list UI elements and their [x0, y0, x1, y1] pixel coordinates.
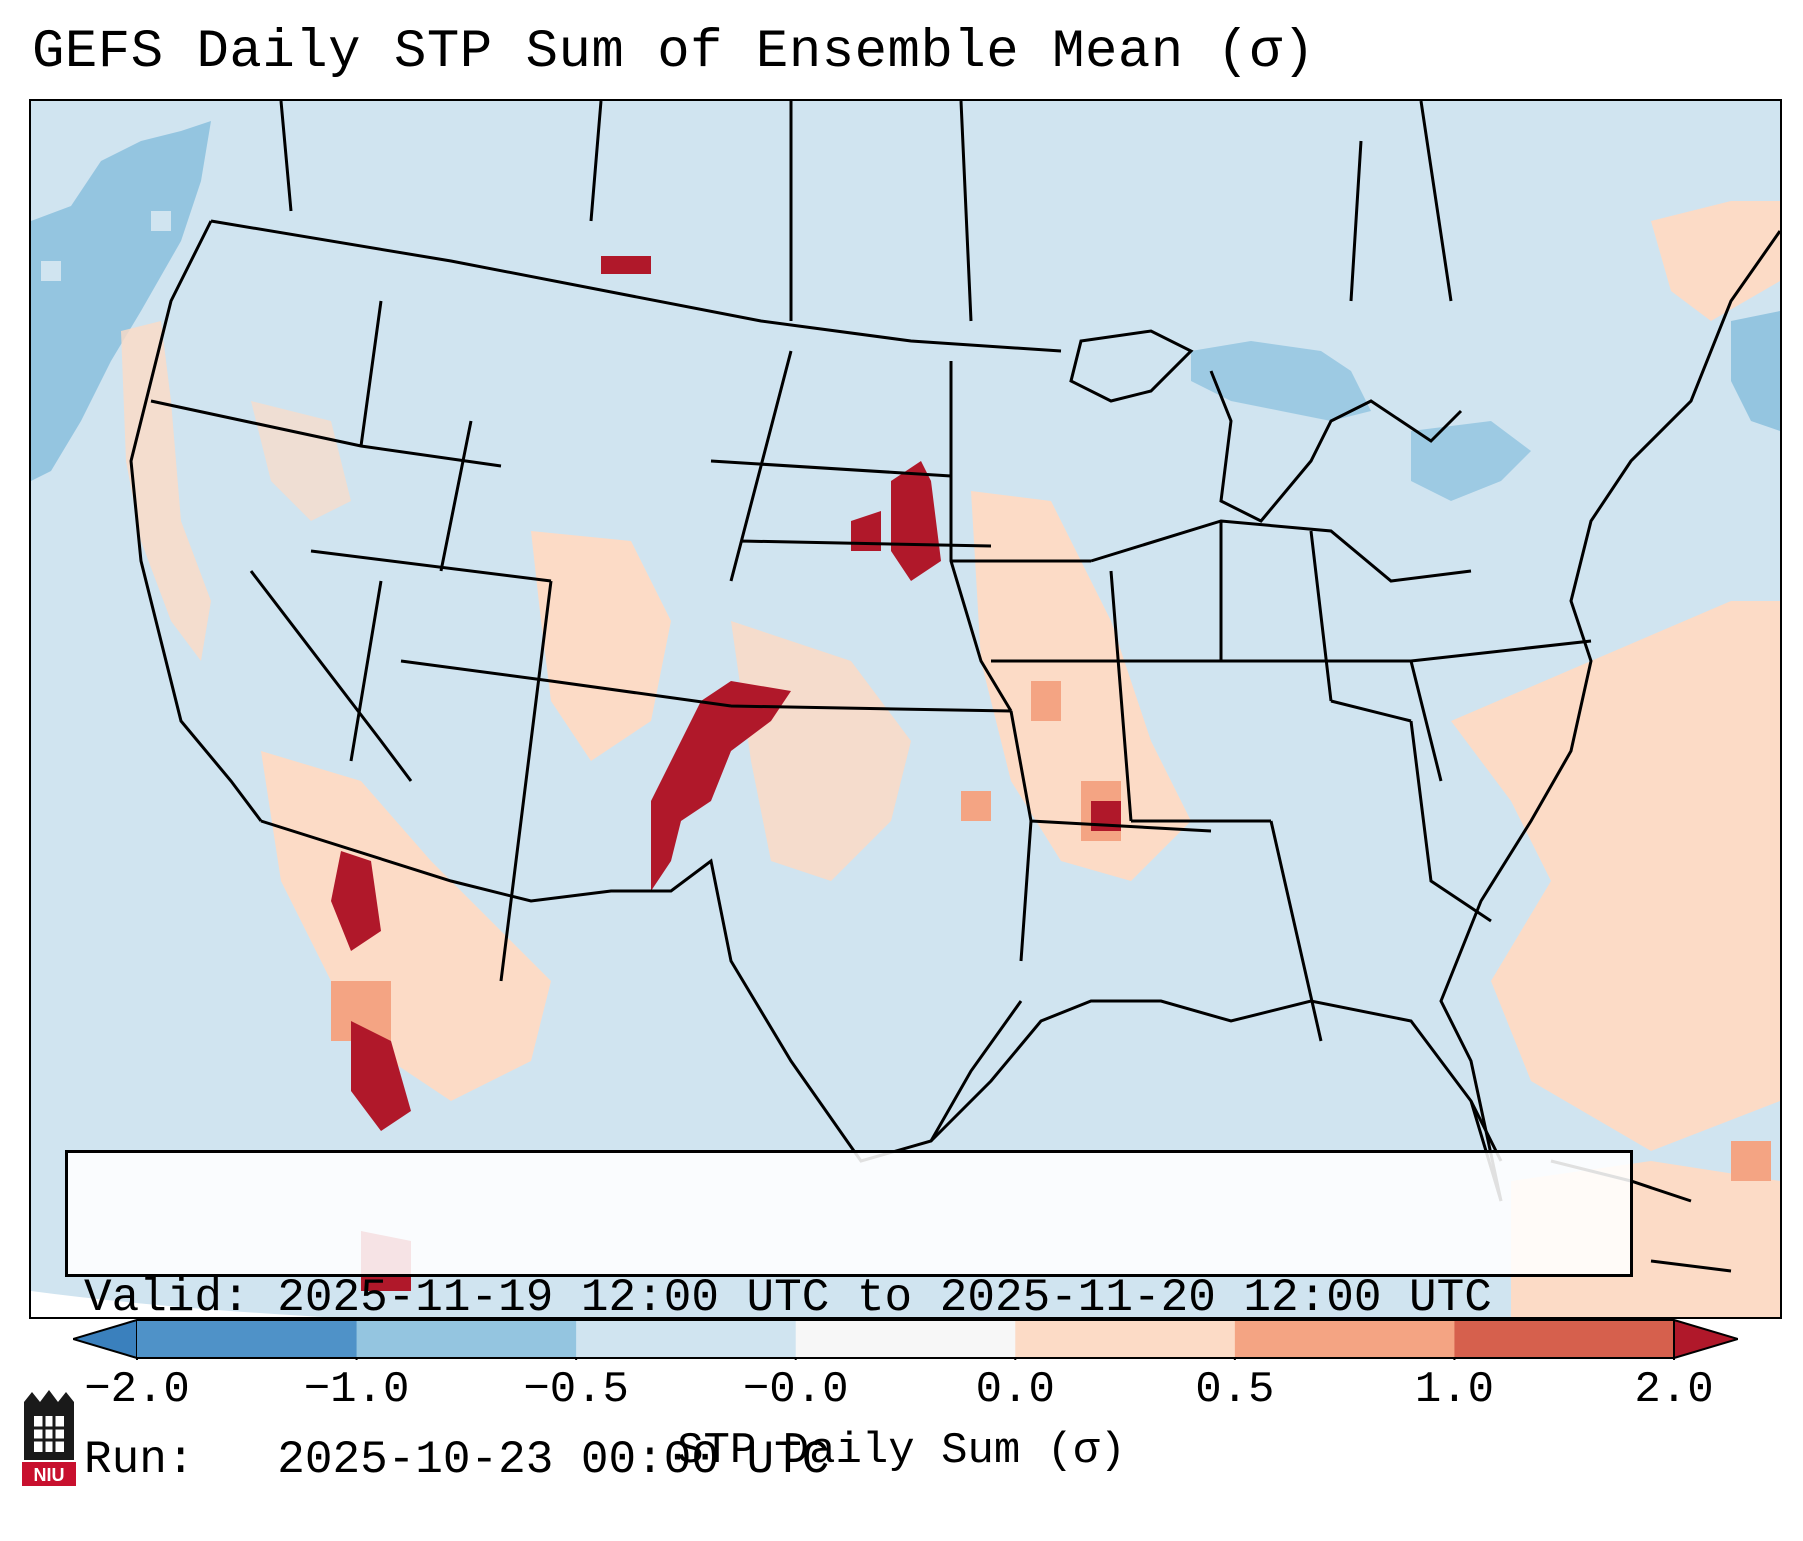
us-canada-border [210, 219, 1062, 353]
state-lines-central [949, 361, 1271, 962]
valid-time: 2025-11-19 12:00 UTC to 2025-11-20 12:00… [277, 1272, 1492, 1324]
valid-label: Valid: [84, 1272, 250, 1324]
atlantic-light-patch [1451, 601, 1780, 1151]
great-lakes-negative-patch [1191, 341, 1371, 421]
colorbar-tick-label: −0.5 [523, 1365, 629, 1415]
atlantic-medium-cell [1731, 1141, 1771, 1181]
political-borders [129, 101, 1780, 1273]
colorbar-svg [69, 1318, 1742, 1366]
us-mexico-border [260, 819, 1023, 1163]
colorbar-bin [1454, 1320, 1675, 1358]
colorbar-extend-low [69, 1318, 138, 1360]
colorbar-extend-high [1673, 1318, 1742, 1360]
colorbar-tick-label: 2.0 [1634, 1365, 1714, 1415]
baja-strong-patch [331, 851, 381, 951]
run-row: Run: 2025-10-23 00:00 UTC [84, 1433, 1630, 1487]
pacific-nw-positive-cells [41, 181, 171, 281]
negative-anomaly-layer [31, 121, 1780, 501]
valid-row: Valid: 2025-11-19 12:00 UTC to 2025-11-2… [84, 1271, 1630, 1325]
colorbar-bin [137, 1320, 358, 1358]
new-york-negative-patch [1411, 421, 1531, 501]
state-lines-west [150, 300, 1012, 982]
great-lakes-outline [1069, 329, 1463, 523]
canada-province-borders [279, 101, 1453, 322]
arkansas-medium-cell [1031, 681, 1061, 721]
colorbar [69, 1318, 1742, 1366]
east-coast [1439, 230, 1780, 1202]
nebraska-strong-patch [851, 461, 941, 581]
new-mexico-light-patch [531, 531, 671, 761]
colorbar-tick-label: 0.5 [1195, 1365, 1275, 1415]
colorbar-tick-label: −2.0 [84, 1365, 190, 1415]
colorbar-bin [576, 1320, 797, 1358]
state-lines-east [1090, 519, 1592, 1042]
niu-logo: NIU [22, 1390, 76, 1486]
northeast-light-patch [1651, 201, 1780, 321]
gulf-of-california-strong-patch [351, 1021, 411, 1131]
run-label: Run: [84, 1434, 195, 1486]
great-basin-light-patch [251, 401, 351, 521]
strong-positive-layer [331, 256, 1121, 1291]
colorbar-bin [1015, 1320, 1236, 1358]
colorbar-bin [1234, 1320, 1455, 1358]
gulf-coast [929, 999, 1503, 1202]
light-positive-layer [121, 201, 1780, 1317]
colorbar-label: STP Daily Sum (σ) [677, 1426, 1126, 1476]
colorbar-tick-label: 0.0 [975, 1365, 1055, 1415]
colorbar-border [137, 1319, 1674, 1359]
run-time: 2025-10-23 00:00 UTC [277, 1434, 830, 1486]
atlantic-ne-negative-patch [1731, 311, 1780, 431]
map-title: GEFS Daily STP Sum of Ensemble Mean (σ) [32, 22, 1316, 83]
colorbar-bin [795, 1320, 1016, 1358]
montana-strong-cell [601, 256, 651, 274]
panhandle-strong-patch [651, 681, 791, 891]
west-coast [129, 220, 263, 822]
colorbar-bin [356, 1320, 577, 1358]
colorbar-tick-label: −0.0 [742, 1365, 849, 1415]
colorbar-tick-label: 1.0 [1414, 1365, 1495, 1415]
map-panel[interactable] [29, 99, 1782, 1319]
valid-run-info-box: Valid: 2025-11-19 12:00 UTC to 2025-11-2… [65, 1150, 1633, 1486]
texas-light-patch [731, 621, 911, 881]
mississippi-light-patch [971, 491, 1191, 881]
logo-text: NIU [34, 1465, 65, 1485]
oklahoma-medium-cell [961, 791, 991, 821]
mexico-light-patch [261, 751, 551, 1101]
colorbar-tick-label: −1.0 [303, 1365, 410, 1415]
map-canvas [31, 101, 1780, 1317]
